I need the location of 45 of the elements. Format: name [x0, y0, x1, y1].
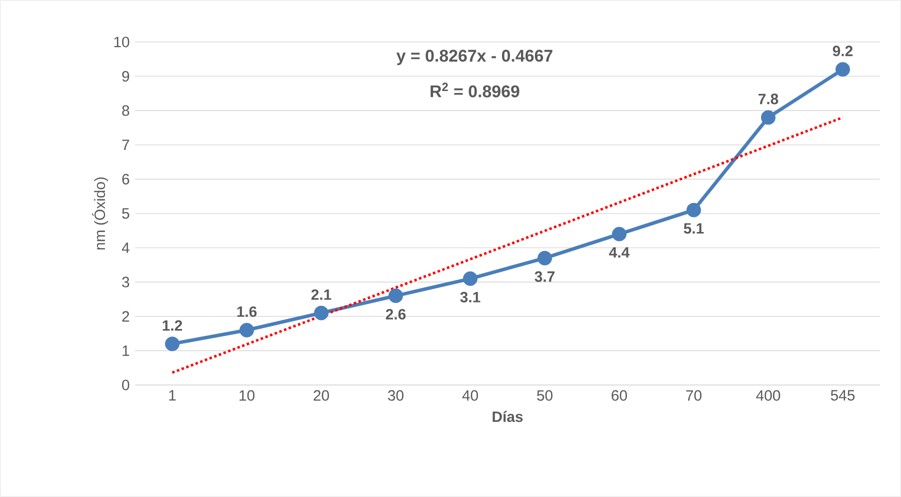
y-tick-label: 5	[122, 208, 130, 219]
y-tick-label: 2	[122, 311, 130, 322]
y-axis-title: nm (Óxido)	[92, 177, 108, 250]
point	[836, 62, 850, 77]
x-tick-label: 60	[612, 390, 627, 401]
data-label: 4.4	[609, 247, 630, 258]
point	[686, 202, 701, 218]
x-tick-label: 20	[314, 390, 329, 401]
data-label: 1.2	[162, 320, 182, 331]
data-label: 9.2	[832, 46, 853, 56]
y-tick-label: 1	[122, 346, 130, 356]
data-label: 1.6	[237, 306, 257, 317]
x-tick-label: 70	[686, 390, 702, 401]
y-tick-label: 4	[122, 242, 130, 253]
x-tick-label: 30	[388, 390, 404, 401]
point	[612, 226, 626, 242]
y-tick-label: 10	[114, 36, 130, 48]
annotation: R$^{2}$ = 0.8969	[430, 82, 520, 98]
data-label: 3.1	[460, 292, 480, 302]
y-tick-label: 8	[122, 105, 130, 116]
x-tick-label: 50	[537, 390, 552, 401]
x-tick-label: 400	[756, 390, 780, 401]
data-label: 5.1	[684, 223, 704, 234]
point	[314, 306, 328, 320]
point	[538, 250, 552, 266]
point	[388, 288, 404, 304]
x-tick-label: 40	[462, 390, 478, 401]
y-tick-label: 0	[122, 380, 130, 390]
data-label: 7.8	[758, 94, 778, 104]
point	[165, 336, 180, 352]
y-tick-label: 6	[122, 174, 130, 184]
y-tick-label: 3	[122, 276, 130, 288]
point	[240, 322, 254, 338]
y-tick-label: 9	[122, 70, 130, 82]
x-tick-label: 545	[830, 390, 855, 401]
x-axis-title: Días	[492, 410, 523, 422]
y-tick-label: 7	[122, 140, 130, 150]
data-label: 3.7	[534, 271, 554, 282]
data-label: 2.6	[386, 308, 406, 320]
data-label: 2.1	[311, 289, 332, 300]
annotation: y = 0.8267x - 0.4667	[396, 50, 552, 66]
x-tick-label: 1	[169, 390, 176, 400]
point	[463, 271, 478, 286]
x-tick-label: 10	[240, 390, 254, 401]
point	[761, 110, 776, 125]
